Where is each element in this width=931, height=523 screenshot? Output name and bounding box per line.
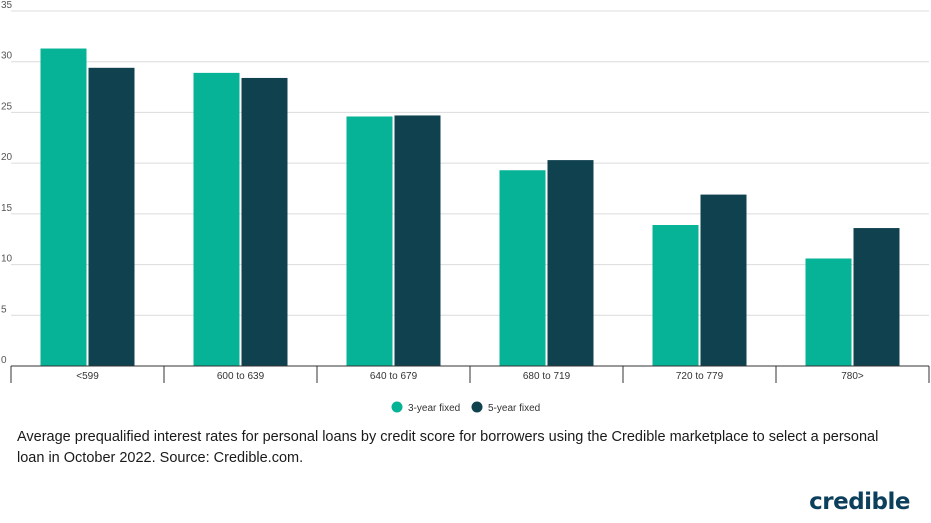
y-tick-label: 0 — [1, 355, 7, 366]
y-tick-label: 15 — [1, 203, 13, 214]
bar-3-year — [499, 170, 546, 366]
x-tick-label: 680 to 719 — [523, 371, 571, 382]
x-axis: <599 600 to 639 640 to 679 680 to 719 720 to… — [10, 365, 930, 383]
x-tick-label: 720 to 779 — [676, 371, 724, 382]
legend-label: 5-year fixed — [488, 403, 540, 414]
bar-3-year — [805, 258, 852, 366]
bar-5-year — [241, 77, 288, 366]
x-tick-label: 600 to 639 — [217, 371, 265, 382]
y-tick-label: 5 — [1, 304, 7, 315]
y-tick-label: 30 — [1, 51, 13, 62]
bar-3-year — [40, 48, 87, 367]
bar-5-year — [853, 228, 900, 366]
bar-chart: 0 5 10 15 20 25 30 35 <599 600 to 639 640 to 679 6… — [1, 0, 930, 414]
x-tick-label: 780> — [841, 371, 864, 382]
credible-logo: credible — [809, 489, 910, 515]
x-tick-label: 640 to 679 — [370, 371, 418, 382]
bar-5-year — [700, 194, 747, 366]
legend: 3-year fixed 5-year fixed — [391, 401, 540, 414]
bar-3-year — [652, 225, 699, 366]
y-tick-label: 35 — [1, 0, 13, 11]
bar-5-year — [394, 115, 441, 366]
legend-label: 3-year fixed — [408, 403, 460, 414]
bars — [40, 48, 900, 367]
bar-3-year — [193, 72, 240, 366]
y-tick-label: 10 — [1, 254, 13, 265]
y-tick-label: 20 — [1, 152, 13, 163]
y-axis-ticks: 0 5 10 15 20 25 30 35 — [1, 0, 13, 366]
x-tick-label: <599 — [76, 371, 99, 382]
y-tick-label: 25 — [1, 101, 13, 112]
legend-swatch — [391, 401, 403, 413]
chart-caption: Average prequalified interest rates for … — [17, 429, 879, 466]
bar-5-year — [88, 67, 135, 367]
bar-3-year — [346, 116, 393, 366]
gridlines — [11, 10, 929, 316]
legend-swatch — [471, 401, 483, 413]
bar-5-year — [547, 160, 594, 366]
